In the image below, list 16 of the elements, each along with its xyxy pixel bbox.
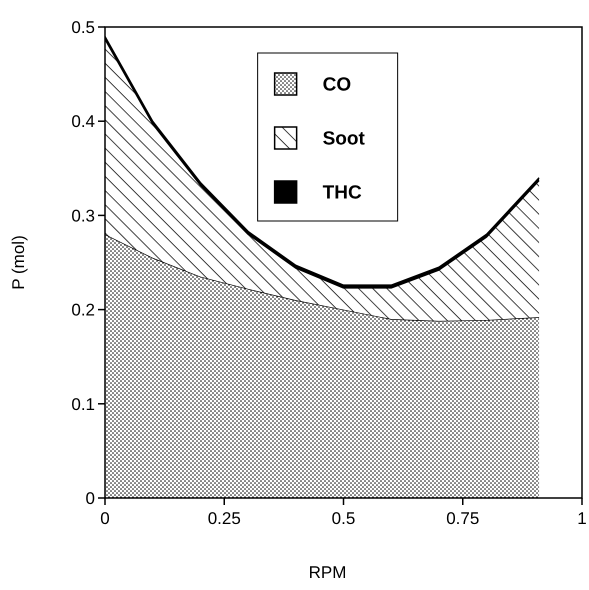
- x-tick-label: 0.5: [332, 509, 356, 528]
- y-tick-label: 0: [86, 488, 95, 508]
- x-tick-label: 0.75: [446, 509, 480, 528]
- legend-label: THC: [322, 182, 362, 204]
- y-axis-title: P (mol): [9, 235, 28, 290]
- y-tick-label: 0.1: [71, 394, 95, 414]
- x-tick-label: 1: [577, 509, 587, 528]
- y-tick-label: 0.4: [71, 112, 95, 132]
- legend-label: Soot: [322, 128, 366, 150]
- x-axis-title: RPM: [308, 563, 346, 582]
- y-tick-label: 0.2: [71, 300, 95, 320]
- y-tick-label: 0.5: [71, 18, 95, 37]
- x-tick-label: 0: [100, 509, 110, 528]
- legend-label: CO: [322, 74, 352, 96]
- x-tick-label: 0.25: [208, 509, 241, 528]
- y-tick-label: 0.3: [71, 206, 95, 226]
